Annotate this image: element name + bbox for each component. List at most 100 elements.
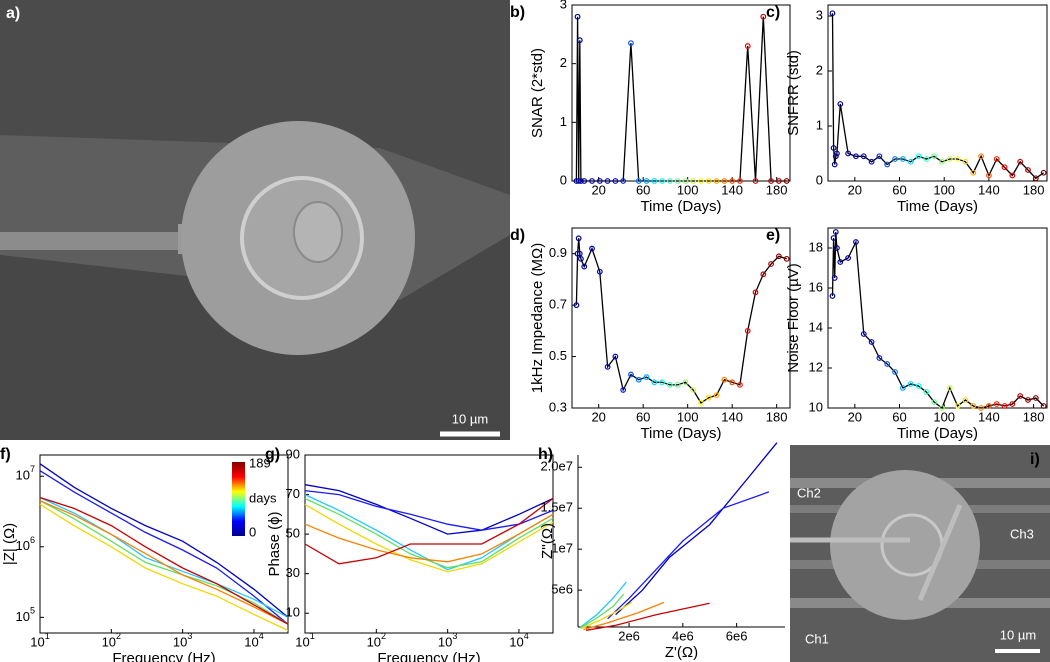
tick-label: 140 bbox=[978, 409, 1000, 424]
data-point bbox=[643, 374, 650, 381]
data-point bbox=[666, 381, 673, 388]
data-point bbox=[884, 361, 891, 367]
tick-label: 14 bbox=[809, 319, 823, 334]
tick-label: 3 bbox=[560, 0, 567, 11]
tick-label: 102 bbox=[102, 631, 121, 649]
x-axis-label: Time (Days) bbox=[640, 425, 721, 442]
data-point bbox=[752, 178, 759, 184]
data-point bbox=[830, 145, 837, 151]
plot-frame bbox=[827, 4, 1048, 182]
panel-label: e) bbox=[766, 227, 780, 244]
tick-label: 103 bbox=[438, 631, 457, 649]
tick-label: 50 bbox=[286, 526, 300, 541]
data-point bbox=[962, 158, 969, 165]
tick-label: 1e7 bbox=[551, 541, 573, 556]
tick-label: 16 bbox=[809, 279, 823, 294]
data-point bbox=[899, 156, 906, 162]
series-line bbox=[580, 581, 627, 628]
tick-label: 3 bbox=[816, 7, 823, 22]
data-point bbox=[737, 178, 743, 184]
data-point bbox=[752, 289, 759, 296]
tick-label: 20 bbox=[848, 409, 862, 424]
series-line bbox=[583, 601, 665, 631]
series-line bbox=[304, 497, 554, 569]
data-point bbox=[1017, 158, 1024, 165]
series-line bbox=[39, 470, 289, 625]
tick-label: 140 bbox=[721, 182, 743, 197]
tick-label: 101 bbox=[295, 631, 314, 649]
x-axis-label: Time (Days) bbox=[640, 198, 721, 215]
x-axis-label: Z'(Ω) bbox=[665, 644, 698, 661]
tick-label: 100 bbox=[677, 182, 699, 197]
data-point bbox=[783, 178, 790, 184]
data-point bbox=[829, 293, 836, 299]
data-point bbox=[970, 169, 977, 176]
tick-exponent: 2 bbox=[381, 631, 386, 641]
tick-label: 100 bbox=[677, 409, 699, 424]
data-point bbox=[853, 239, 859, 245]
data-point bbox=[768, 178, 774, 184]
data-point bbox=[915, 153, 922, 160]
data-point bbox=[674, 381, 681, 388]
data-point bbox=[574, 250, 581, 257]
tick-label: 0.3 bbox=[549, 399, 567, 414]
series-line bbox=[580, 593, 625, 629]
colorbar-tick: 189 bbox=[249, 455, 271, 470]
data-point bbox=[1001, 164, 1008, 171]
data-point bbox=[1025, 167, 1031, 173]
tick-label: 101 bbox=[30, 631, 49, 649]
scale-bar-label: 10 µm bbox=[1000, 627, 1036, 642]
plot-frame bbox=[827, 227, 1048, 409]
tick-exponent: 7 bbox=[30, 465, 35, 475]
series-line bbox=[607, 491, 770, 620]
tick-exponent: 4 bbox=[259, 631, 264, 641]
tick-label: 90 bbox=[286, 446, 300, 461]
data-point bbox=[868, 158, 875, 165]
data-point bbox=[721, 376, 728, 383]
data-point bbox=[651, 379, 658, 386]
data-point bbox=[845, 150, 852, 157]
data-point bbox=[577, 178, 584, 184]
data-point bbox=[1009, 401, 1016, 407]
tick-label: 102 bbox=[367, 631, 386, 649]
data-point bbox=[577, 255, 584, 262]
data-point bbox=[962, 397, 969, 403]
tick-label: 104 bbox=[244, 631, 263, 649]
data-point bbox=[832, 153, 839, 160]
data-point bbox=[892, 156, 898, 162]
data-point bbox=[892, 369, 898, 375]
data-point bbox=[713, 178, 720, 184]
tick-exponent: 1 bbox=[310, 631, 315, 641]
data-point bbox=[729, 178, 736, 184]
data-point bbox=[760, 271, 767, 278]
data-point bbox=[954, 403, 961, 409]
data-point bbox=[1025, 397, 1031, 403]
data-point bbox=[612, 353, 619, 360]
data-point bbox=[575, 235, 582, 242]
data-point bbox=[760, 13, 767, 20]
data-point bbox=[907, 381, 914, 387]
tick-label: 180 bbox=[766, 409, 788, 424]
series-line bbox=[39, 496, 289, 625]
data-point bbox=[659, 379, 665, 386]
data-point bbox=[853, 153, 859, 160]
sem-image-i: Ch2 Ch3 Ch1 10 µm i) bbox=[790, 445, 1050, 662]
tick-label: 100 bbox=[933, 409, 955, 424]
panel-label: f) bbox=[0, 446, 11, 463]
y-axis-label: SNFRR (std) bbox=[785, 50, 802, 136]
data-point bbox=[575, 178, 582, 184]
data-point bbox=[589, 178, 595, 184]
tick-label: 107 bbox=[16, 465, 35, 483]
tick-exponent: 2 bbox=[116, 631, 121, 641]
data-point bbox=[713, 392, 720, 399]
tick-label: 140 bbox=[978, 182, 1000, 197]
colorbar-tick: 0 bbox=[249, 524, 256, 539]
data-point bbox=[907, 158, 914, 165]
plot-frame bbox=[571, 227, 791, 409]
series-line bbox=[39, 463, 289, 618]
tick-label: 0.5 bbox=[549, 348, 567, 363]
tick-label: 2e6 bbox=[618, 628, 640, 643]
data-point bbox=[1009, 172, 1016, 179]
data-point bbox=[744, 327, 751, 334]
data-point bbox=[628, 40, 634, 47]
